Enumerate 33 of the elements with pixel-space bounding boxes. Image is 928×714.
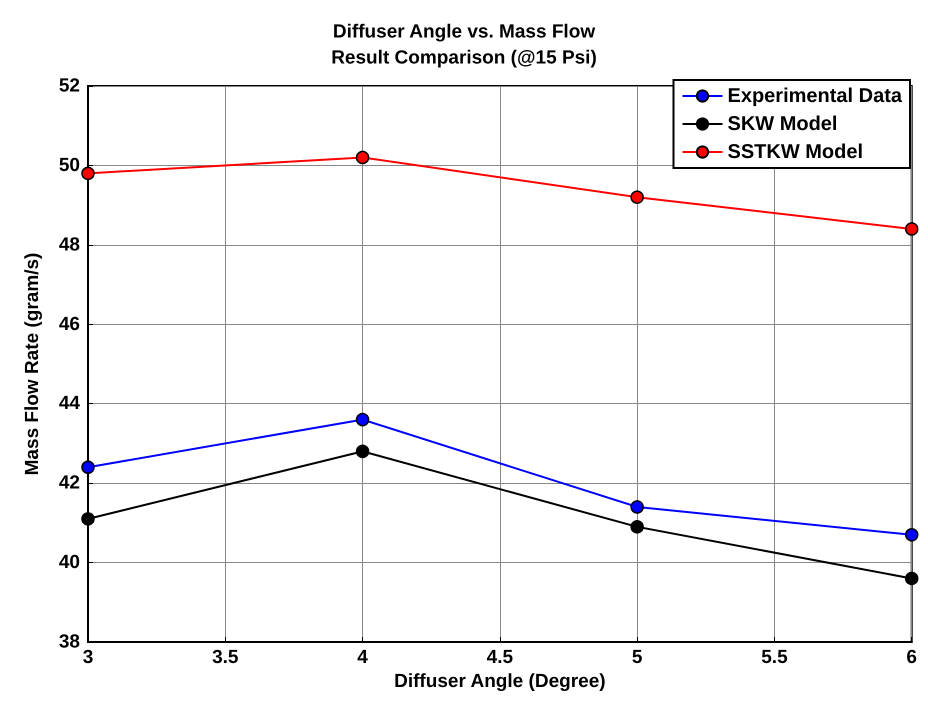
- x-tick-label: 6: [906, 647, 918, 668]
- point: [356, 444, 370, 458]
- legend-label: Experimental Data: [727, 85, 903, 107]
- chart-title: Diffuser Angle vs. Mass Flow Result Comparison (@15 Psi): [331, 22, 597, 68]
- x-tick-label: 3.5: [212, 647, 239, 668]
- y-tick-label: 42: [58, 472, 80, 494]
- y-tick-label: 52: [58, 76, 80, 96]
- x-tick-label: 4.5: [486, 647, 514, 668]
- point: [81, 512, 95, 526]
- point: [81, 166, 95, 180]
- y-tick-label: 46: [58, 314, 80, 335]
- legend-label: SSTKW Model: [727, 141, 864, 163]
- y-tick-label: 40: [58, 552, 80, 574]
- point: [630, 520, 644, 534]
- y-tick-label: 38: [58, 632, 80, 652]
- point: [356, 150, 370, 164]
- point: [904, 222, 918, 236]
- y-tick-label: 48: [58, 234, 80, 256]
- x-tick-label: 3: [82, 647, 94, 668]
- legend-label: SKW Model: [727, 113, 838, 135]
- y-tick-label: 50: [58, 154, 80, 176]
- y-axis-title: Mass Flow Rate (gram/s): [22, 252, 43, 476]
- x-tick-label: 4: [357, 647, 368, 668]
- x-tick-label: 5.5: [761, 647, 788, 668]
- x-axis-title: Diffuser Angle (Degree): [394, 671, 606, 692]
- point: [630, 190, 644, 204]
- y-tick-label: 44: [58, 393, 80, 414]
- point: [904, 572, 918, 586]
- point: [630, 500, 644, 514]
- point: [904, 528, 918, 542]
- x-tick-label: 5: [632, 647, 643, 668]
- point: [81, 460, 95, 474]
- point: [356, 412, 370, 426]
